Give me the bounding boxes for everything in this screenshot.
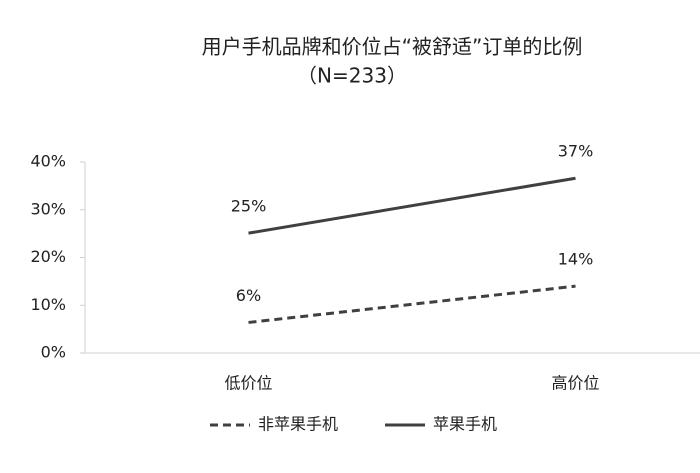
data-label: 37% [558, 142, 594, 161]
data-label: 14% [558, 250, 594, 269]
legend-label: 苹果手机 [433, 415, 497, 434]
y-tick-label: 20% [30, 247, 66, 266]
x-tick-label: 低价位 [224, 374, 272, 393]
series-line [248, 284, 576, 324]
data-label: 6% [236, 286, 261, 305]
y-tick-label: 30% [30, 199, 66, 218]
chart-title: 用户手机品牌和价位占“被舒适”订单的比例 [202, 35, 583, 59]
legend-label: 非苹果手机 [258, 415, 338, 434]
y-tick-label: 10% [30, 295, 66, 314]
x-tick-label: 高价位 [551, 374, 599, 393]
chart-subtitle: （N=233） [297, 64, 407, 88]
y-tick-label: 0% [41, 343, 66, 362]
series-line [248, 176, 576, 235]
y-tick-label: 40% [30, 152, 66, 171]
data-label: 25% [231, 197, 267, 216]
